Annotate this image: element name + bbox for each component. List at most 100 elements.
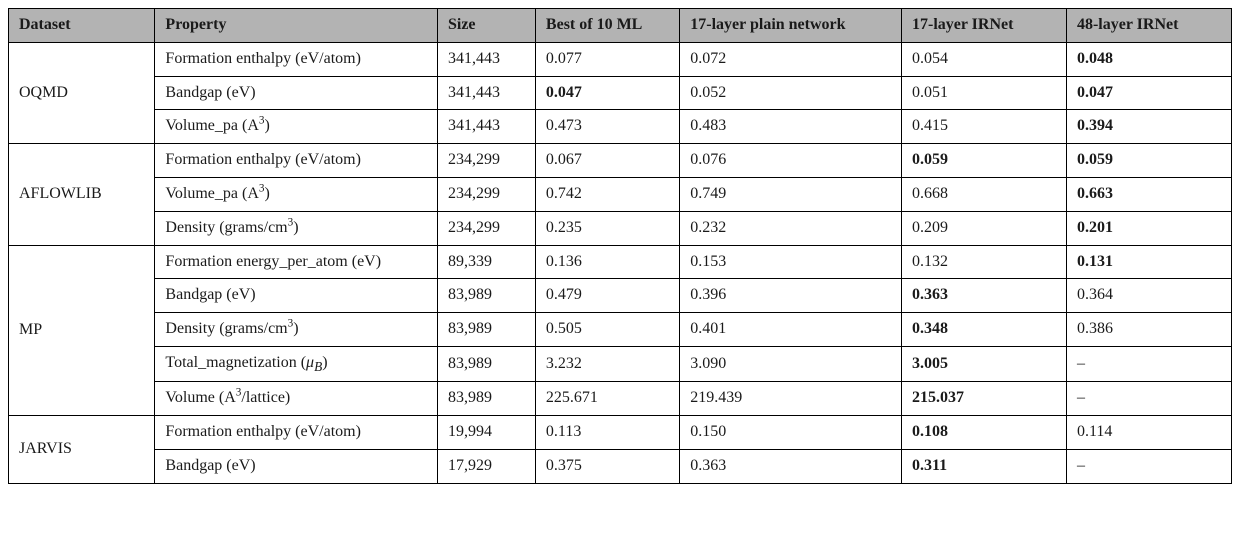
size-cell: 234,299 <box>437 177 535 211</box>
size-cell: 341,443 <box>437 76 535 110</box>
property-cell: Bandgap (eV) <box>155 450 438 484</box>
value-cell: 0.348 <box>901 313 1066 347</box>
size-cell: 19,994 <box>437 416 535 450</box>
value-cell: 0.415 <box>901 110 1066 144</box>
value-cell: 0.473 <box>535 110 679 144</box>
col-header: Dataset <box>9 9 155 43</box>
value-cell: 0.668 <box>901 177 1066 211</box>
size-cell: 341,443 <box>437 42 535 76</box>
property-cell: Formation energy_per_atom (eV) <box>155 245 438 279</box>
value-cell: 0.051 <box>901 76 1066 110</box>
dataset-cell: OQMD <box>9 42 155 143</box>
value-cell: 0.054 <box>901 42 1066 76</box>
value-cell: 0.235 <box>535 211 679 245</box>
value-cell: 0.108 <box>901 416 1066 450</box>
col-header: Size <box>437 9 535 43</box>
property-cell: Volume_pa (A3) <box>155 177 438 211</box>
size-cell: 83,989 <box>437 346 535 382</box>
property-cell: Formation enthalpy (eV/atom) <box>155 416 438 450</box>
property-cell: Density (grams/cm3) <box>155 313 438 347</box>
value-cell: 0.479 <box>535 279 679 313</box>
value-cell: 0.201 <box>1066 211 1231 245</box>
value-cell: 0.136 <box>535 245 679 279</box>
value-cell: 3.005 <box>901 346 1066 382</box>
value-cell: 0.363 <box>901 279 1066 313</box>
size-cell: 234,299 <box>437 211 535 245</box>
value-cell: 0.386 <box>1066 313 1231 347</box>
property-cell: Volume_pa (A3) <box>155 110 438 144</box>
value-cell: 0.364 <box>1066 279 1231 313</box>
table-head: DatasetPropertySizeBest of 10 ML17-layer… <box>9 9 1232 43</box>
size-cell: 341,443 <box>437 110 535 144</box>
value-cell: 0.401 <box>680 313 902 347</box>
col-header: 48-layer IRNet <box>1066 9 1231 43</box>
value-cell: 0.742 <box>535 177 679 211</box>
table-row: Volume_pa (A3)234,2990.7420.7490.6680.66… <box>9 177 1232 211</box>
value-cell: 0.047 <box>535 76 679 110</box>
value-cell: 0.059 <box>901 144 1066 178</box>
table-body: OQMDFormation enthalpy (eV/atom)341,4430… <box>9 42 1232 483</box>
value-cell: 0.072 <box>680 42 902 76</box>
value-cell: 225.671 <box>535 382 679 416</box>
table-row: Total_magnetization (μB)83,9893.2323.090… <box>9 346 1232 382</box>
value-cell: 0.052 <box>680 76 902 110</box>
value-cell: 0.363 <box>680 450 902 484</box>
value-cell: – <box>1066 346 1231 382</box>
size-cell: 83,989 <box>437 313 535 347</box>
value-cell: 0.132 <box>901 245 1066 279</box>
table-row: OQMDFormation enthalpy (eV/atom)341,4430… <box>9 42 1232 76</box>
value-cell: 0.067 <box>535 144 679 178</box>
value-cell: 3.232 <box>535 346 679 382</box>
value-cell: 215.037 <box>901 382 1066 416</box>
size-cell: 89,339 <box>437 245 535 279</box>
results-table: DatasetPropertySizeBest of 10 ML17-layer… <box>8 8 1232 484</box>
col-header: 17-layer IRNet <box>901 9 1066 43</box>
value-cell: – <box>1066 382 1231 416</box>
value-cell: 0.375 <box>535 450 679 484</box>
table-row: Volume (A3/lattice)83,989225.671219.4392… <box>9 382 1232 416</box>
table-row: JARVISFormation enthalpy (eV/atom)19,994… <box>9 416 1232 450</box>
property-cell: Density (grams/cm3) <box>155 211 438 245</box>
header-row: DatasetPropertySizeBest of 10 ML17-layer… <box>9 9 1232 43</box>
value-cell: 0.505 <box>535 313 679 347</box>
value-cell: 0.232 <box>680 211 902 245</box>
value-cell: 0.209 <box>901 211 1066 245</box>
table-row: MPFormation energy_per_atom (eV)89,3390.… <box>9 245 1232 279</box>
value-cell: 0.059 <box>1066 144 1231 178</box>
value-cell: 0.047 <box>1066 76 1231 110</box>
value-cell: 3.090 <box>680 346 902 382</box>
size-cell: 17,929 <box>437 450 535 484</box>
col-header: 17-layer plain network <box>680 9 902 43</box>
col-header: Property <box>155 9 438 43</box>
value-cell: 0.396 <box>680 279 902 313</box>
value-cell: 0.311 <box>901 450 1066 484</box>
size-cell: 234,299 <box>437 144 535 178</box>
property-cell: Total_magnetization (μB) <box>155 346 438 382</box>
value-cell: 0.150 <box>680 416 902 450</box>
dataset-cell: AFLOWLIB <box>9 144 155 245</box>
table-row: Volume_pa (A3)341,4430.4730.4830.4150.39… <box>9 110 1232 144</box>
value-cell: 219.439 <box>680 382 902 416</box>
dataset-cell: MP <box>9 245 155 416</box>
table-row: AFLOWLIBFormation enthalpy (eV/atom)234,… <box>9 144 1232 178</box>
size-cell: 83,989 <box>437 279 535 313</box>
property-cell: Formation enthalpy (eV/atom) <box>155 144 438 178</box>
table-row: Bandgap (eV)83,9890.4790.3960.3630.364 <box>9 279 1232 313</box>
value-cell: 0.077 <box>535 42 679 76</box>
value-cell: 0.114 <box>1066 416 1231 450</box>
property-cell: Volume (A3/lattice) <box>155 382 438 416</box>
table-row: Density (grams/cm3)83,9890.5050.4010.348… <box>9 313 1232 347</box>
value-cell: 0.113 <box>535 416 679 450</box>
value-cell: 0.394 <box>1066 110 1231 144</box>
col-header: Best of 10 ML <box>535 9 679 43</box>
property-cell: Formation enthalpy (eV/atom) <box>155 42 438 76</box>
value-cell: 0.131 <box>1066 245 1231 279</box>
dataset-cell: JARVIS <box>9 416 155 484</box>
value-cell: 0.663 <box>1066 177 1231 211</box>
value-cell: 0.483 <box>680 110 902 144</box>
table-row: Bandgap (eV)17,9290.3750.3630.311– <box>9 450 1232 484</box>
value-cell: 0.153 <box>680 245 902 279</box>
value-cell: 0.048 <box>1066 42 1231 76</box>
property-cell: Bandgap (eV) <box>155 76 438 110</box>
table-row: Density (grams/cm3)234,2990.2350.2320.20… <box>9 211 1232 245</box>
